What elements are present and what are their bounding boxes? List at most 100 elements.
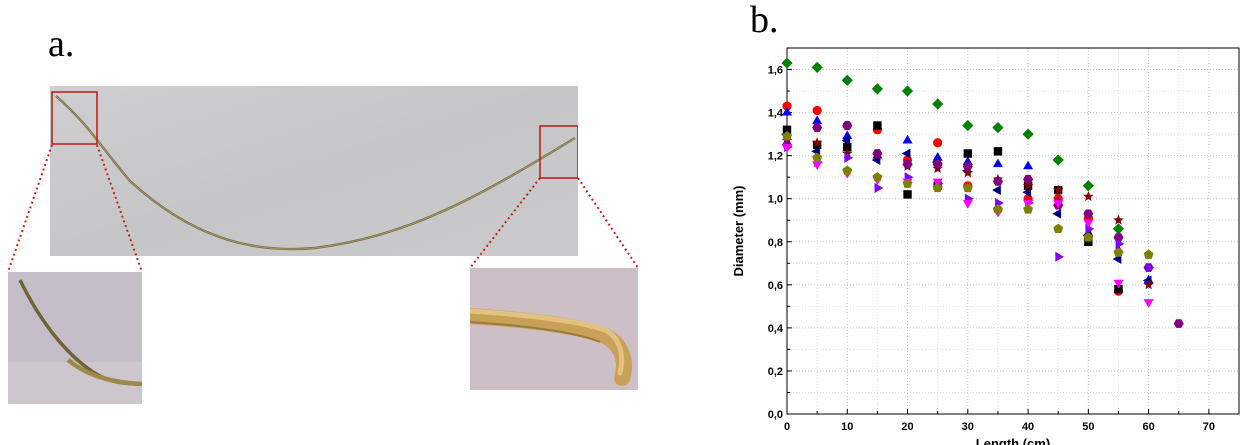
data-point bbox=[1022, 128, 1034, 140]
data-point bbox=[812, 123, 823, 132]
data-point bbox=[992, 204, 1003, 214]
data-point bbox=[901, 148, 911, 159]
plot-frame bbox=[786, 47, 1240, 415]
data-point bbox=[932, 98, 944, 110]
data-point bbox=[962, 200, 973, 209]
x-tick-label: 70 bbox=[1203, 421, 1215, 433]
x-tick-label: 30 bbox=[962, 421, 974, 433]
data-point bbox=[1143, 279, 1154, 290]
data-point bbox=[782, 101, 792, 111]
data-point bbox=[812, 115, 823, 125]
data-point bbox=[842, 147, 853, 158]
chart-points bbox=[781, 57, 1184, 328]
data-point bbox=[1023, 160, 1034, 170]
data-point bbox=[1115, 238, 1125, 249]
data-point bbox=[842, 165, 853, 175]
data-point bbox=[1112, 223, 1125, 235]
data-point bbox=[811, 61, 823, 73]
data-point bbox=[842, 121, 853, 130]
data-point bbox=[992, 185, 1001, 196]
data-point bbox=[1052, 208, 1062, 219]
panel-label-b: b. bbox=[750, 0, 779, 41]
data-point bbox=[902, 178, 913, 188]
data-point bbox=[962, 167, 974, 178]
data-point bbox=[963, 149, 972, 158]
chart-tick-labels: 0,0 0,2 0,4 0,6 0,8 1,0 1,2 1,4 1,6 0 10 20 30 40 50 60… bbox=[768, 65, 1215, 433]
data-point bbox=[872, 171, 883, 182]
y-tick-label: 1,0 bbox=[768, 194, 783, 206]
x-tick-label: 50 bbox=[1082, 421, 1094, 433]
data-point bbox=[781, 57, 793, 69]
data-point bbox=[1083, 219, 1094, 229]
zoom-box-right bbox=[539, 125, 578, 179]
data-point bbox=[1143, 249, 1154, 259]
data-point bbox=[844, 152, 854, 163]
data-point bbox=[1113, 214, 1124, 225]
data-point bbox=[902, 134, 913, 144]
data-point bbox=[1022, 180, 1034, 191]
data-point bbox=[841, 135, 851, 146]
y-tick-label: 1,6 bbox=[768, 65, 783, 77]
data-point bbox=[993, 147, 1003, 156]
data-point bbox=[874, 182, 884, 193]
zoom-connector-lines bbox=[7, 144, 639, 273]
data-point bbox=[841, 74, 853, 86]
data-point bbox=[812, 105, 822, 116]
data-point bbox=[902, 159, 913, 169]
diameter-length-chart: 0,0 0,2 0,4 0,6 0,8 1,0 1,2 1,4 1,6 0 10 20 30 40 50 60… bbox=[731, 47, 1240, 445]
data-point bbox=[1083, 209, 1094, 219]
data-point bbox=[1023, 204, 1034, 214]
x-tick-label: 60 bbox=[1142, 421, 1154, 433]
data-point bbox=[1052, 184, 1064, 195]
data-point bbox=[781, 144, 793, 153]
data-point bbox=[932, 159, 943, 169]
data-point bbox=[1113, 233, 1124, 242]
zoom-inset-left bbox=[8, 272, 142, 404]
y-tick-label: 0,8 bbox=[768, 237, 783, 249]
data-point bbox=[1143, 299, 1154, 308]
x-tick-label: 40 bbox=[1022, 421, 1034, 433]
data-point bbox=[901, 85, 914, 97]
data-point bbox=[843, 142, 852, 152]
y-tick-label: 0,6 bbox=[768, 280, 783, 292]
y-tick-label: 0,2 bbox=[768, 366, 783, 378]
data-point bbox=[903, 190, 912, 199]
panel-label-a: a. bbox=[48, 23, 75, 65]
data-point bbox=[873, 121, 882, 130]
data-point bbox=[1055, 251, 1064, 262]
data-point bbox=[1082, 180, 1094, 192]
data-point bbox=[1083, 232, 1094, 242]
data-point bbox=[1113, 279, 1124, 289]
grass-blade-photo bbox=[50, 86, 578, 256]
data-point bbox=[992, 122, 1004, 134]
x-tick-label: 10 bbox=[841, 421, 853, 433]
x-axis-label: Length (cm) bbox=[976, 436, 1050, 445]
data-point bbox=[781, 106, 793, 116]
chart-ticks bbox=[786, 47, 1210, 415]
data-point bbox=[1114, 284, 1123, 294]
data-point bbox=[1145, 262, 1155, 273]
x-tick-label: 20 bbox=[901, 421, 913, 433]
y-axis-label: Diameter (mm) bbox=[731, 185, 746, 276]
data-point bbox=[871, 83, 883, 95]
data-point bbox=[933, 138, 943, 148]
data-point bbox=[1023, 175, 1034, 184]
data-point bbox=[962, 119, 974, 132]
data-point bbox=[992, 158, 1003, 168]
y-tick-label: 1,2 bbox=[768, 151, 783, 163]
data-point bbox=[992, 177, 1003, 186]
data-point bbox=[1084, 237, 1093, 246]
data-point bbox=[1083, 191, 1094, 201]
data-point bbox=[811, 137, 823, 148]
data-point bbox=[872, 149, 883, 158]
data-point bbox=[932, 182, 943, 193]
data-point bbox=[812, 161, 823, 171]
y-tick-label: 1,4 bbox=[768, 108, 784, 120]
data-point bbox=[1053, 200, 1064, 209]
x-tick-label: 0 bbox=[784, 421, 790, 433]
data-point bbox=[1173, 319, 1184, 328]
zoom-box-left bbox=[51, 91, 98, 145]
data-point bbox=[812, 152, 823, 163]
data-point bbox=[962, 162, 973, 171]
y-tick-label: 0,4 bbox=[768, 323, 784, 335]
